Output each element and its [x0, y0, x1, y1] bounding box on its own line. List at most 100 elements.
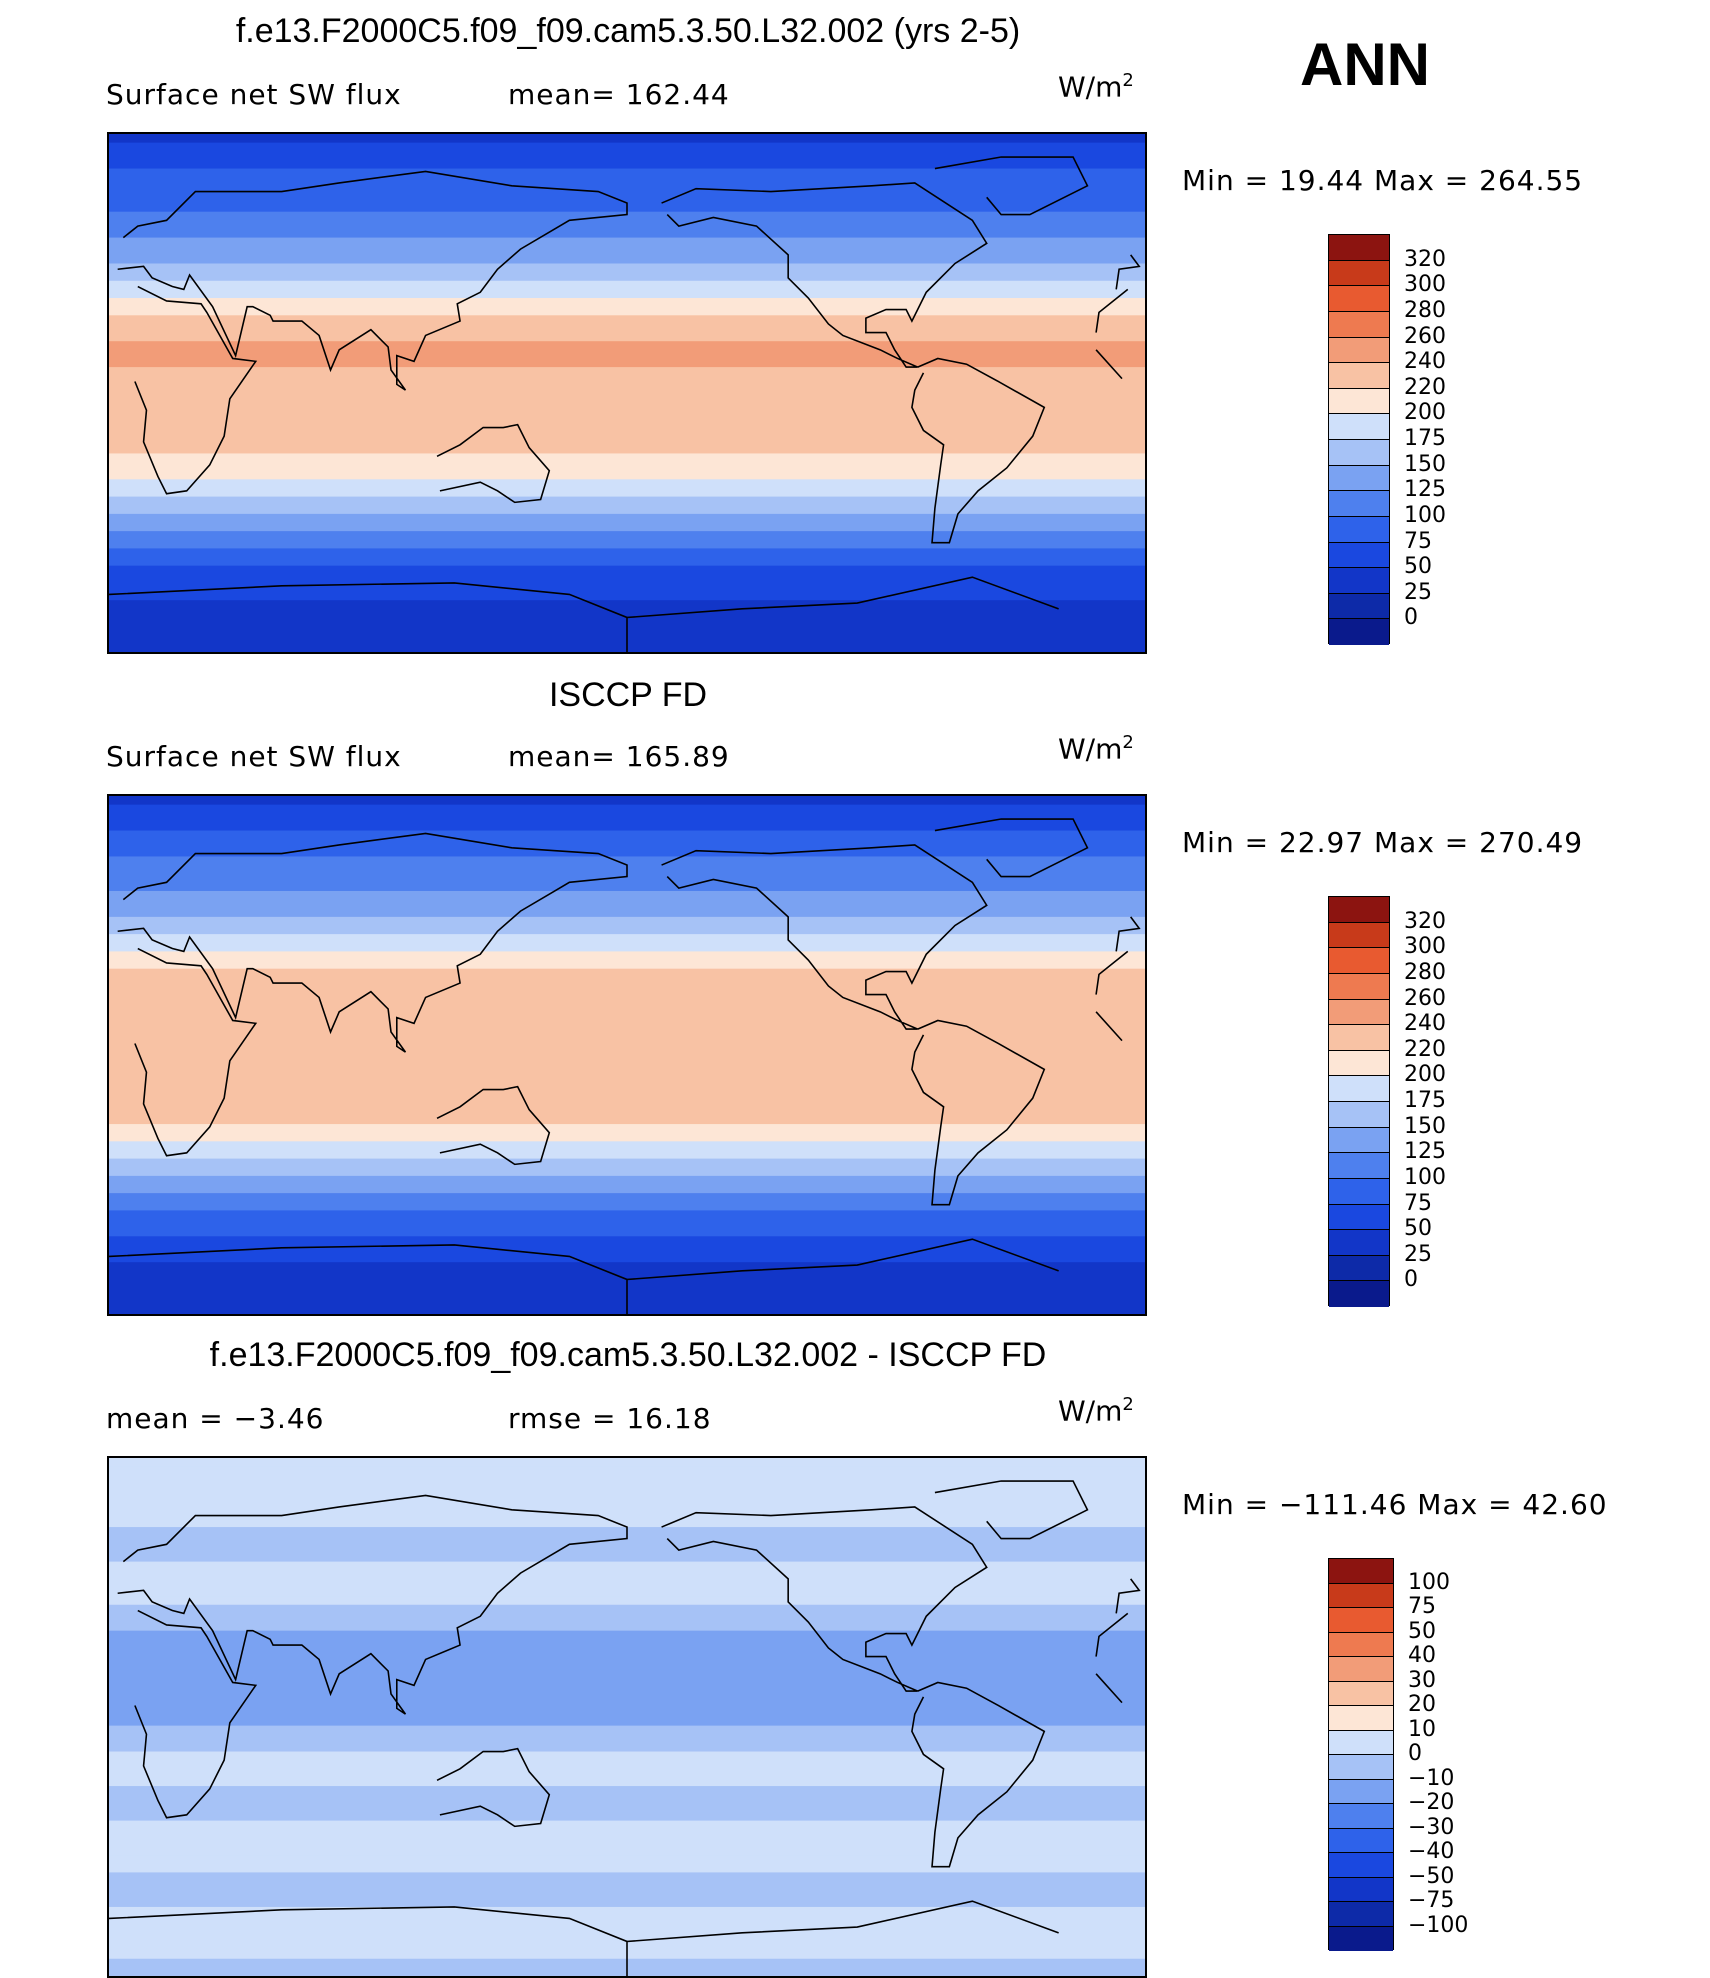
colorbar-tick-label: 10	[1408, 1716, 1436, 1742]
colorbar-tick-label: 175	[1404, 426, 1446, 451]
coastline	[1095, 1011, 1123, 1042]
panel-3-units: W/m2	[1058, 1394, 1134, 1428]
panel-3-rmse: rmse = 16.18	[508, 1402, 712, 1435]
map-latitude-band	[109, 470, 1145, 480]
colorbar-tick-label: 200	[1404, 1062, 1446, 1088]
colorbar-tick-label: −20	[1408, 1790, 1455, 1815]
map-latitude-band	[109, 960, 1145, 970]
map-latitude-band	[109, 531, 1145, 541]
map-latitude-band	[109, 1046, 1145, 1056]
map-latitude-band	[109, 306, 1145, 316]
colorbar-swatch	[1329, 1127, 1389, 1154]
map-latitude-band	[109, 813, 1145, 823]
map-latitude-band	[109, 1492, 1145, 1502]
panel-3-mean: mean = −3.46	[106, 1402, 325, 1435]
colorbar-swatch	[1329, 1902, 1393, 1927]
map-latitude-band	[109, 1717, 1145, 1727]
map-latitude-band	[109, 134, 1145, 144]
map-latitude-band	[109, 1244, 1145, 1255]
map-latitude-band	[109, 263, 1145, 273]
map-latitude-band	[109, 1924, 1145, 1934]
map-latitude-band	[109, 1725, 1145, 1735]
map-latitude-band	[109, 1011, 1145, 1022]
coastline	[661, 1506, 988, 1692]
map-latitude-band	[109, 582, 1145, 593]
map-latitude-band	[109, 796, 1145, 806]
coastline	[1095, 1612, 1129, 1657]
colorbar-swatch	[1329, 1779, 1393, 1804]
map-latitude-band	[109, 951, 1145, 961]
map-latitude-band	[109, 1466, 1145, 1476]
colorbar-tick-label: 20	[1408, 1692, 1436, 1717]
map-latitude-band	[109, 1219, 1145, 1229]
map-latitude-band	[109, 349, 1145, 360]
colorbar-swatch	[1329, 1681, 1393, 1706]
colorbar-swatch	[1329, 286, 1389, 312]
map-latitude-band	[109, 272, 1145, 282]
colorbar-swatch	[1329, 1076, 1389, 1102]
colorbar-swatch	[1329, 1025, 1389, 1051]
colorbar-tick-label: −50	[1408, 1863, 1455, 1889]
colorbar-tick-label: 100	[1408, 1569, 1450, 1595]
colorbar-tick-label: 0	[1404, 605, 1418, 631]
coastline	[436, 1747, 551, 1828]
map-latitude-band	[109, 1141, 1145, 1151]
coastline	[1095, 950, 1129, 995]
map-latitude-band	[109, 1106, 1145, 1117]
colorbar-swatch	[1329, 619, 1389, 645]
map-latitude-band	[109, 882, 1145, 892]
colorbar-tick-label: 260	[1404, 985, 1446, 1011]
map-latitude-band	[109, 1665, 1145, 1675]
colorbar-tick-label: 75	[1408, 1594, 1436, 1619]
panel-2-units: W/m2	[1058, 732, 1134, 766]
map-latitude-band	[109, 185, 1145, 196]
colorbar-tick-label: 300	[1404, 934, 1446, 960]
colorbar-tick-label: 30	[1408, 1667, 1436, 1693]
map-latitude-band	[109, 280, 1145, 290]
map-latitude-band	[109, 254, 1145, 265]
colorbar-swatch	[1329, 440, 1389, 466]
map-latitude-band	[109, 565, 1145, 575]
colorbar-swatch	[1329, 1828, 1393, 1853]
map-latitude-band	[109, 289, 1145, 299]
map-latitude-band	[109, 1544, 1145, 1554]
map-latitude-band	[109, 341, 1145, 351]
map-latitude-band	[109, 1115, 1145, 1125]
map-latitude-band	[109, 1003, 1145, 1013]
map-latitude-band	[109, 1647, 1145, 1658]
colorbar-tick-label: −10	[1408, 1765, 1455, 1791]
map-latitude-band	[109, 1501, 1145, 1511]
colorbar-swatch	[1329, 1583, 1393, 1608]
map-latitude-band	[109, 934, 1145, 944]
colorbar-swatch	[1329, 1926, 1393, 1951]
colorbar-swatch	[1329, 1281, 1389, 1307]
map-latitude-band	[109, 462, 1145, 472]
map-latitude-band	[109, 315, 1145, 325]
map-latitude-band	[109, 375, 1145, 385]
map-latitude-band	[109, 994, 1145, 1004]
colorbar-swatch	[1329, 491, 1389, 517]
map-latitude-band	[109, 1037, 1145, 1047]
map-latitude-band	[109, 1837, 1145, 1848]
map-latitude-band	[109, 401, 1145, 411]
map-latitude-band	[109, 410, 1145, 420]
panel-2-colorbar	[1328, 896, 1390, 1307]
map-latitude-band	[109, 1072, 1145, 1082]
map-latitude-band	[109, 1561, 1145, 1571]
colorbar-tick-label: 25	[1404, 579, 1432, 605]
map-latitude-band	[109, 237, 1145, 247]
colorbar-tick-label: 75	[1404, 1190, 1432, 1216]
panel-1-map-svg	[109, 134, 1145, 652]
map-latitude-band	[109, 384, 1145, 394]
panel-3-map-svg	[109, 1458, 1145, 1976]
map-latitude-band	[109, 168, 1145, 178]
map-latitude-band	[109, 1063, 1145, 1073]
map-latitude-band	[109, 1734, 1145, 1744]
map-latitude-band	[109, 1029, 1145, 1039]
map-latitude-band	[109, 1613, 1145, 1623]
coastline	[117, 832, 628, 1053]
map-latitude-band	[109, 1175, 1145, 1186]
colorbar-tick-label: 40	[1408, 1643, 1436, 1668]
coastline	[436, 1085, 551, 1166]
map-latitude-band	[109, 220, 1145, 230]
